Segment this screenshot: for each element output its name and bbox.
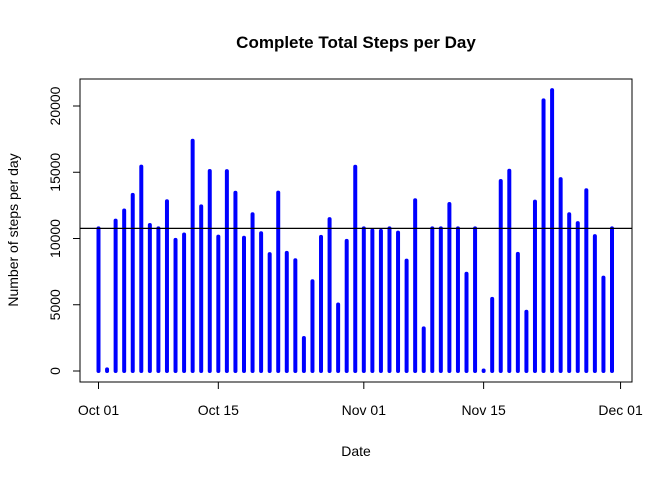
- x-tick-label: Dec 01: [598, 402, 643, 418]
- x-axis: Oct 01 Oct 15 Nov 01 Nov 15 Dec 01: [78, 381, 643, 418]
- x-tick-label: Nov 01: [342, 402, 387, 418]
- bars: [96, 88, 614, 373]
- chart-title: Complete Total Steps per Day: [236, 33, 476, 52]
- y-tick-label: 20000: [47, 86, 63, 125]
- y-axis: 0 5000 10000 15000 20000: [47, 86, 81, 375]
- x-tick-label: Nov 15: [461, 402, 506, 418]
- y-axis-label: Number of steps per day: [5, 153, 21, 306]
- x-tick-label: Oct 15: [198, 402, 239, 418]
- x-axis-label: Date: [341, 443, 371, 459]
- y-tick-label: 10000: [47, 219, 63, 258]
- x-tick-label: Oct 01: [78, 402, 119, 418]
- y-tick-label: 5000: [47, 289, 63, 320]
- y-tick-label: 15000: [47, 153, 63, 192]
- y-tick-label: 0: [47, 367, 63, 375]
